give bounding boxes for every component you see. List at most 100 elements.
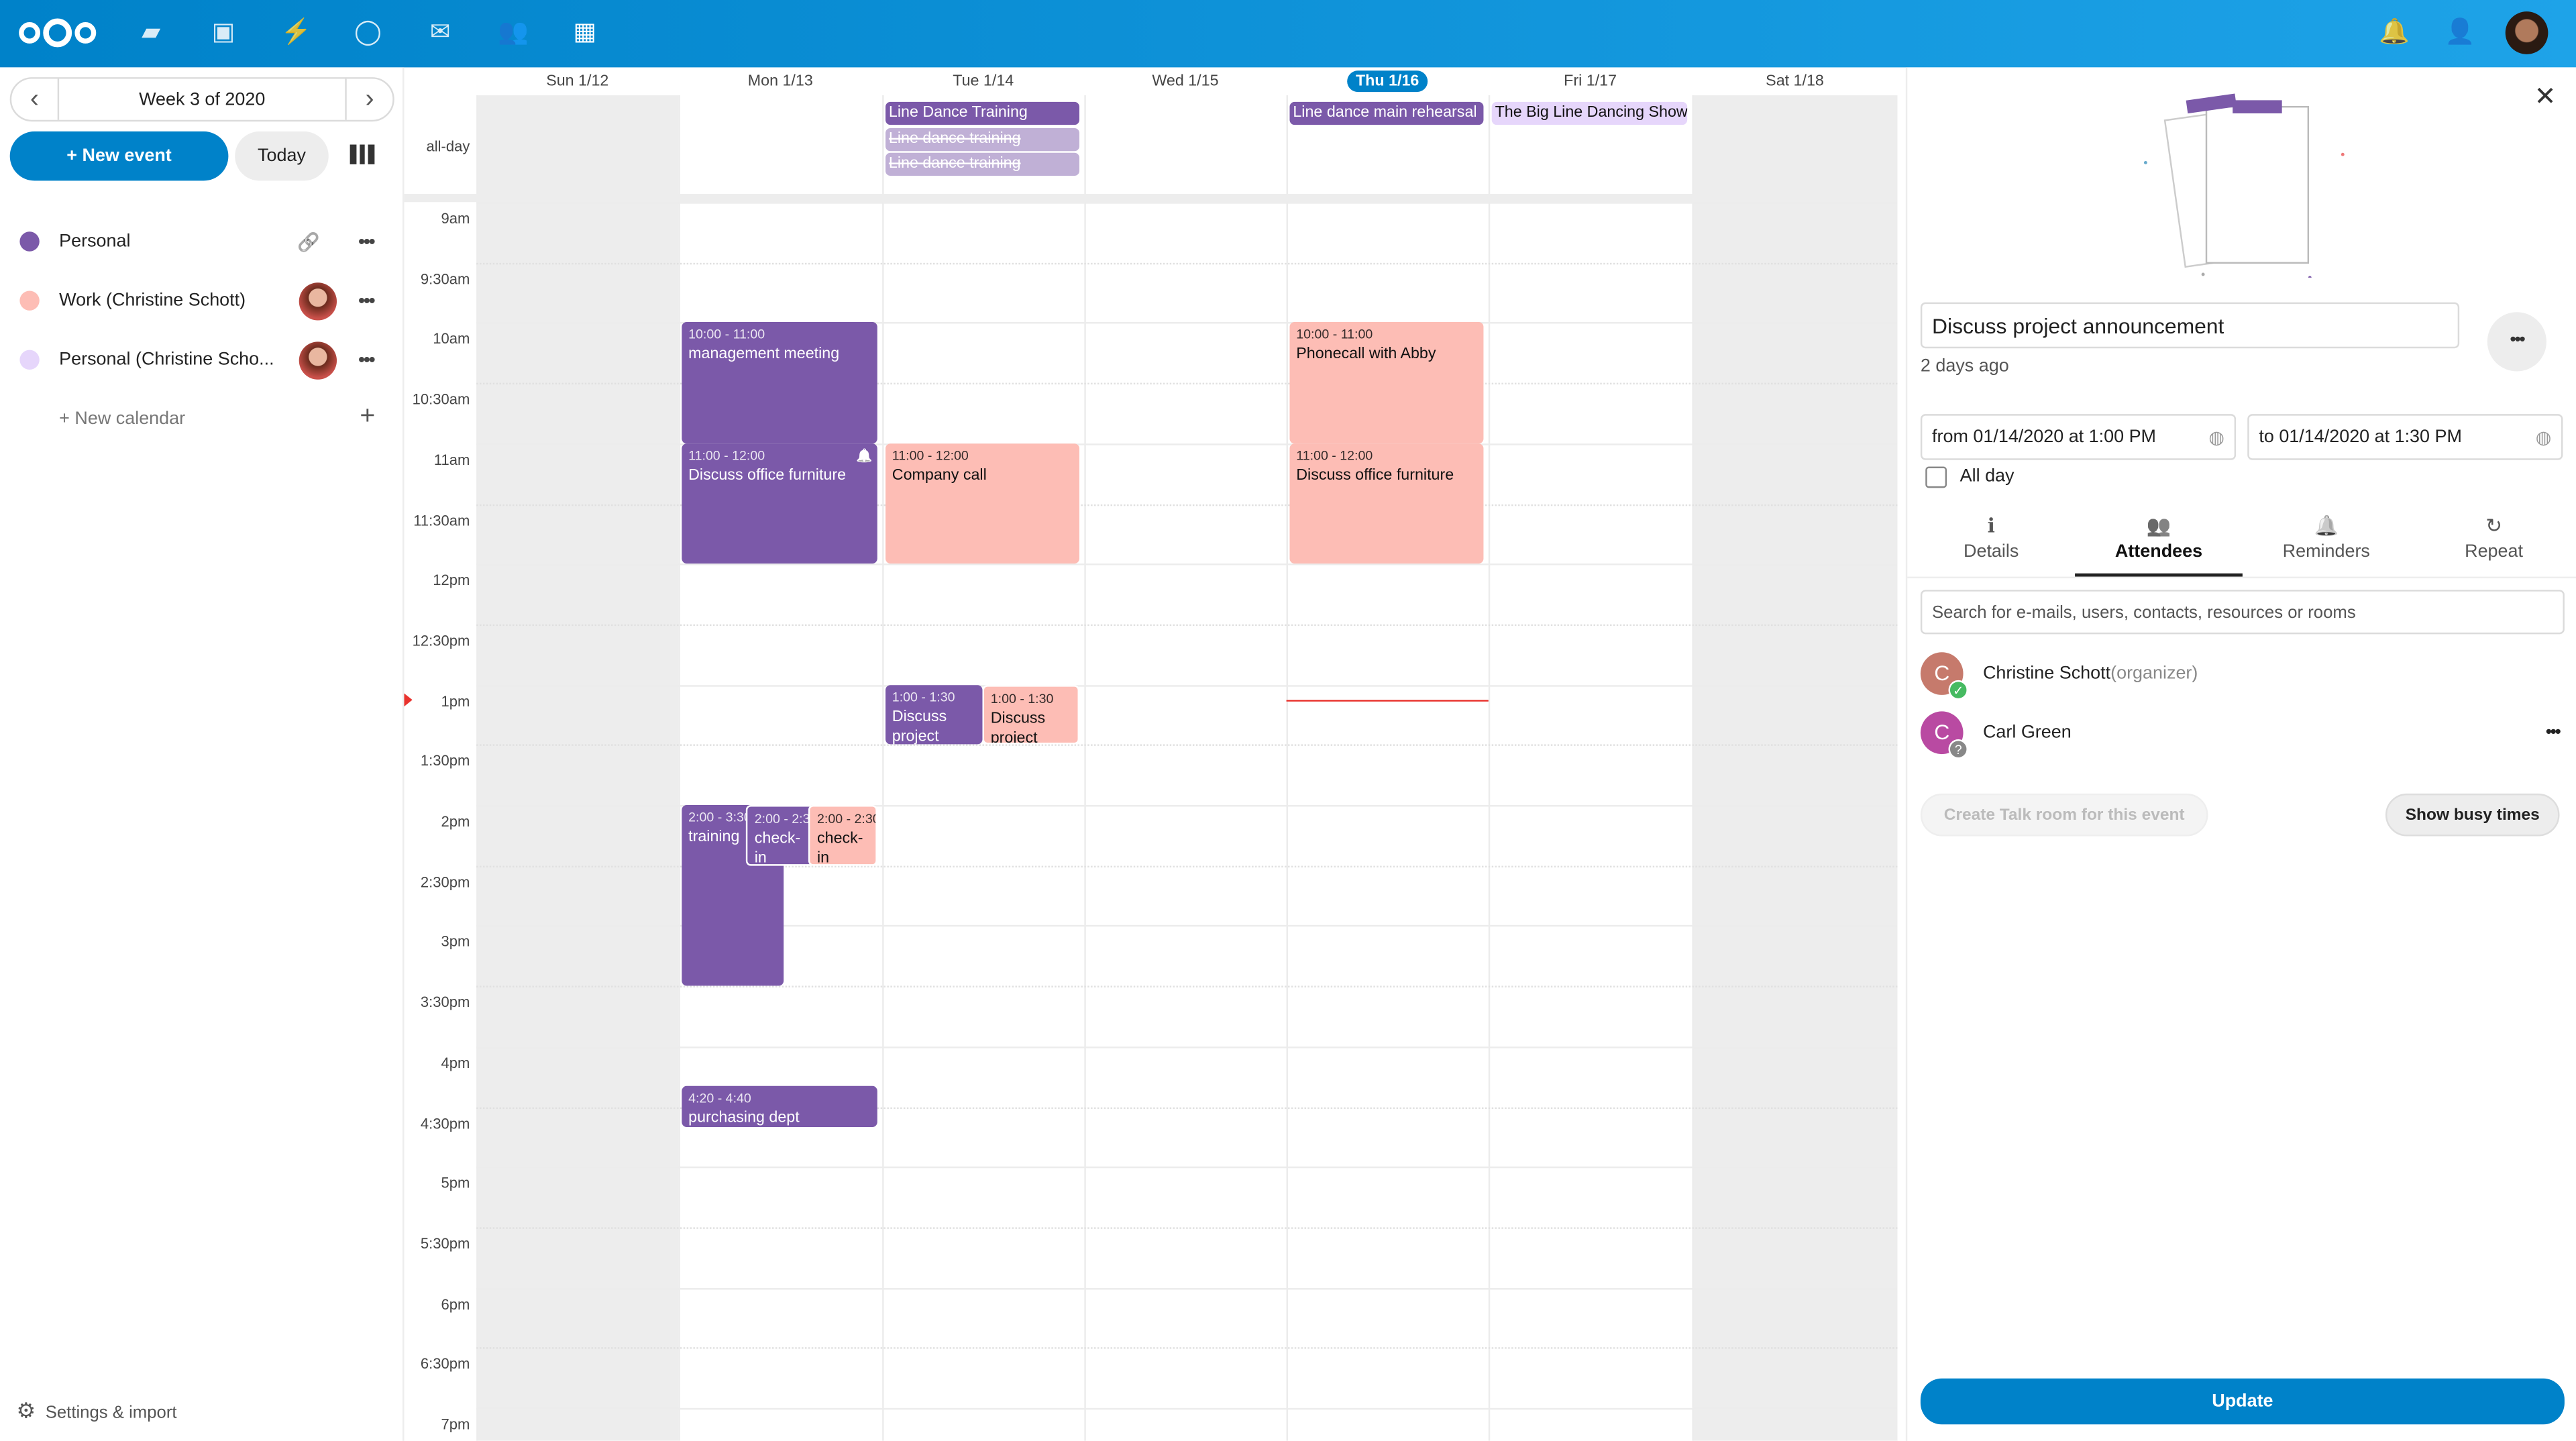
attendee-row[interactable]: C ✓ Christine Schott (organizer) — [1920, 649, 2569, 700]
gear-icon: ⚙ — [16, 1398, 36, 1423]
calendar-event[interactable]: 1:00 - 1:30 Discuss project announcement — [885, 684, 983, 745]
calendar-event[interactable]: 10:00 - 11:00 Phonecall with Abby — [1289, 322, 1484, 443]
calendar-menu-button[interactable]: ••• — [358, 289, 376, 313]
calendar-event[interactable]: 2:00 - 2:30 check-in — [746, 805, 815, 865]
update-button[interactable]: Update — [1920, 1378, 2565, 1425]
unknown-status-icon: ? — [1948, 739, 1968, 759]
create-talk-room-button[interactable]: Create Talk room for this event — [1920, 793, 2208, 837]
calendar-item[interactable]: Work (Christine Schott) ••• — [0, 271, 404, 330]
more-actions-button[interactable]: ••• — [2487, 312, 2546, 372]
settings-button[interactable]: ⚙ Settings & import — [16, 1398, 176, 1424]
time-gridline — [476, 745, 1898, 747]
info-icon: ℹ — [1987, 514, 1995, 537]
day-header[interactable]: Sun 1/12 — [476, 67, 678, 95]
activity-icon[interactable]: ⚡ — [280, 17, 312, 46]
user-avatar[interactable] — [2505, 11, 2548, 54]
today-button[interactable]: Today — [235, 131, 329, 181]
day-header[interactable]: Sat 1/18 — [1692, 67, 1897, 95]
day-column[interactable] — [1692, 95, 1898, 1441]
attendee-search-input[interactable]: Search for e-mails, users, contacts, res… — [1920, 590, 2565, 635]
calendar-event[interactable]: 10:00 - 11:00 management meeting — [682, 322, 877, 443]
calendar-item[interactable]: Personal (Christine Scho... ••• — [0, 330, 404, 389]
calendar-menu-button[interactable]: ••• — [358, 348, 376, 372]
photos-icon[interactable]: ▣ — [211, 17, 235, 46]
repeat-icon: ↻ — [2485, 514, 2502, 537]
plus-icon[interactable]: + — [360, 403, 376, 431]
new-event-button[interactable]: + New event — [9, 131, 229, 181]
attendee-menu-button[interactable]: ••• — [2545, 723, 2561, 743]
calendar-item[interactable]: Personal 🔗 ••• — [0, 212, 404, 271]
allday-event[interactable]: Line dance training — [885, 127, 1079, 151]
tab-repeat[interactable]: ↻ Repeat — [2410, 515, 2576, 562]
mail-icon[interactable]: ✉ — [429, 17, 451, 46]
day-header[interactable]: Thu 1/16 — [1287, 67, 1489, 95]
day-header[interactable]: Wed 1/15 — [1084, 67, 1286, 95]
day-column[interactable] — [1286, 95, 1489, 1441]
attendees-icon: 👥 — [2146, 514, 2171, 537]
week-label[interactable]: Week 3 of 2020 — [57, 78, 347, 120]
time-gridline — [476, 684, 1898, 686]
calendar-color-dot[interactable] — [19, 231, 40, 252]
contacts-menu-icon[interactable]: 👤 — [2445, 17, 2475, 46]
calendar-name: Personal — [59, 231, 131, 252]
start-datetime-input[interactable]: from 01/14/2020 at 1:00 PM ◍ — [1920, 414, 2237, 460]
calendar-name: Personal (Christine Scho... — [59, 350, 274, 370]
calendar-event[interactable]: 4:20 - 4:40 purchasing dept — [682, 1086, 877, 1127]
day-label: Fri 1/17 — [1564, 72, 1617, 91]
close-icon[interactable]: ✕ — [2534, 83, 2557, 112]
day-column[interactable] — [1488, 95, 1693, 1441]
nextcloud-logo[interactable] — [16, 16, 98, 49]
notifications-icon[interactable]: 🔔 — [2379, 17, 2410, 46]
show-busy-times-button[interactable]: Show busy times — [2385, 793, 2560, 837]
allday-event[interactable]: Line dance main rehearsal — [1289, 101, 1484, 125]
time-label: 4:30pm — [420, 1114, 470, 1132]
calendar-event[interactable]: 1:00 - 1:30 Discuss project announcement — [982, 684, 1079, 745]
previous-week-button[interactable]: ‹ — [30, 85, 39, 113]
share-link-icon[interactable]: 🔗 — [297, 232, 320, 252]
event-time: 2:00 - 3:30 — [688, 810, 751, 825]
event-title-input[interactable]: Discuss project announcement — [1920, 302, 2460, 349]
day-label: Mon 1/13 — [747, 72, 813, 91]
day-column[interactable] — [882, 95, 1084, 1441]
allday-event[interactable]: The Big Line Dancing Show — [1491, 101, 1688, 125]
calendar-menu-button[interactable]: ••• — [358, 229, 376, 254]
calendar-event[interactable]: 2:00 - 2:30 check-in — [808, 805, 877, 865]
tab-reminders[interactable]: 🔔 Reminders — [2243, 515, 2410, 562]
new-calendar-button[interactable]: + New calendar — [59, 409, 186, 429]
talk-icon[interactable]: ◯ — [354, 17, 382, 46]
calendar-event[interactable]: 11:00 - 12:00 Discuss office furniture 🔔 — [682, 443, 877, 564]
time-gridline — [476, 262, 1898, 264]
day-column[interactable] — [1084, 95, 1286, 1441]
files-icon[interactable]: ▰ — [142, 17, 161, 46]
day-column[interactable] — [678, 95, 882, 1441]
day-column[interactable] — [476, 95, 679, 1441]
tab-details[interactable]: ℹ Details — [1907, 515, 2075, 562]
view-switcher-icon[interactable] — [350, 144, 375, 164]
day-header[interactable]: Fri 1/17 — [1489, 67, 1693, 95]
time-label: 2:30pm — [420, 873, 470, 890]
allday-event[interactable]: Line dance training — [885, 152, 1079, 176]
calendar-icon[interactable]: ▦ — [573, 17, 597, 46]
allday-event[interactable]: Line Dance Training — [885, 101, 1079, 125]
modified-label: 2 days ago — [1920, 356, 2009, 376]
event-time: 10:00 - 11:00 — [688, 327, 765, 343]
contacts-icon[interactable]: 👥 — [498, 17, 529, 46]
next-week-button[interactable]: › — [365, 85, 374, 113]
timezone-globe-icon[interactable]: ◍ — [2535, 427, 2552, 448]
calendar-color-dot[interactable] — [19, 290, 40, 311]
event-time: 2:00 - 2:30 — [816, 811, 877, 826]
tab-label: Repeat — [2465, 542, 2524, 562]
calendar-event[interactable]: 11:00 - 12:00 Company call — [885, 443, 1079, 564]
day-header[interactable]: Tue 1/14 — [882, 67, 1084, 95]
end-datetime-input[interactable]: to 01/14/2020 at 1:30 PM ◍ — [2247, 414, 2563, 460]
attendee-avatar: C ✓ — [1920, 652, 1968, 700]
tab-attendees[interactable]: 👥 Attendees — [2075, 515, 2243, 577]
day-header[interactable]: Mon 1/13 — [678, 67, 882, 95]
attendee-row[interactable]: C? Carl Green ••• — [1920, 708, 2569, 759]
start-datetime-value: from 01/14/2020 at 1:00 PM — [1932, 427, 2157, 447]
all-day-checkbox[interactable] — [1925, 466, 1947, 488]
calendar-event[interactable]: 11:00 - 12:00 Discuss office furniture — [1289, 443, 1484, 564]
timezone-globe-icon[interactable]: ◍ — [2208, 427, 2224, 448]
calendar-color-dot[interactable] — [19, 350, 40, 370]
owner-avatar — [299, 282, 337, 320]
